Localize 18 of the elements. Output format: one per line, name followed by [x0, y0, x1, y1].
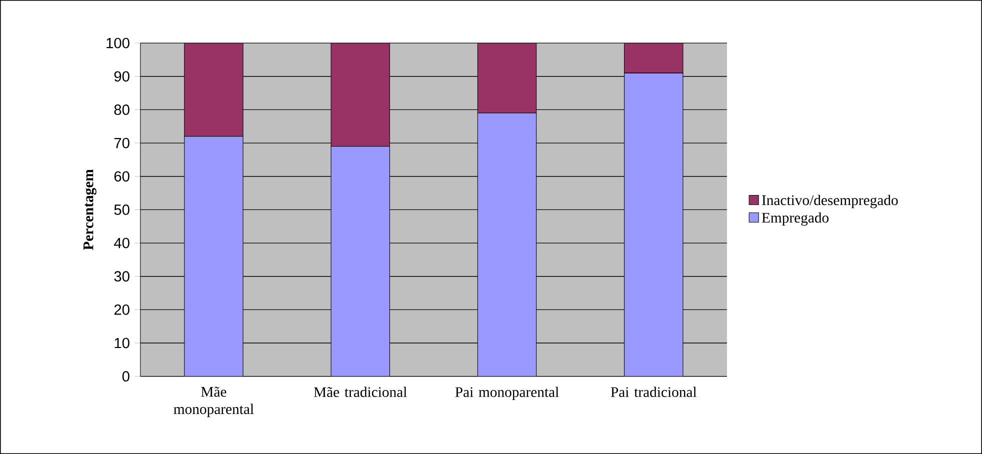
y-tick-label: 30 — [114, 271, 130, 282]
y-tick-label: 10 — [114, 338, 130, 348]
y-tick-label: 80 — [114, 104, 130, 115]
x-tick-label: Mãe monoparental — [174, 386, 254, 418]
x-tick-label: Mãe tradicional — [314, 386, 407, 398]
y-tick-label: 50 — [114, 204, 130, 215]
y-tick-label: 60 — [114, 171, 130, 182]
legend-label: Empregado — [762, 212, 829, 226]
y-axis-title: Percentagem — [84, 169, 96, 250]
y-tick-label: 20 — [114, 304, 130, 315]
y-tick-label: 40 — [114, 238, 130, 248]
legend-label: Inactivo/desempregado — [762, 194, 898, 208]
y-tick-label: 70 — [114, 138, 130, 148]
y-tick-label: 0 — [122, 371, 130, 382]
x-tick-label: Pai tradicional — [610, 386, 697, 398]
y-tick-label: 90 — [114, 71, 130, 82]
x-tick-label: Pai monoparental — [455, 386, 559, 400]
y-tick-label: 100 — [106, 38, 130, 48]
